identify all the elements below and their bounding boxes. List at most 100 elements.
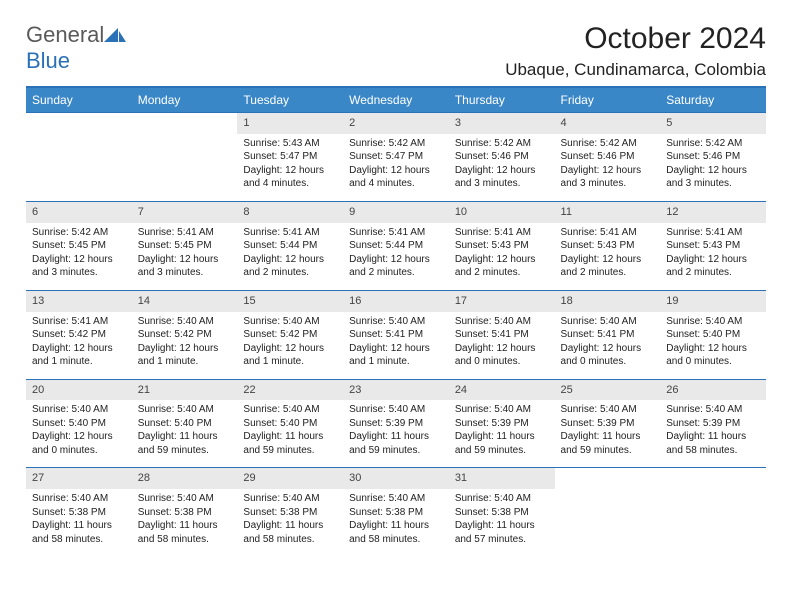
day-detail-line: Daylight: 12 hours and 3 minutes. xyxy=(138,253,232,280)
day-detail-line: Sunrise: 5:41 AM xyxy=(32,315,126,329)
logo-text: General Blue xyxy=(26,22,126,74)
day-number: 6 xyxy=(26,202,132,223)
day-detail-line: Sunrise: 5:40 AM xyxy=(349,492,443,506)
day-detail-line: Daylight: 12 hours and 4 minutes. xyxy=(243,164,337,191)
day-detail-line: Daylight: 11 hours and 59 minutes. xyxy=(138,430,232,457)
week-content-row: Sunrise: 5:40 AMSunset: 5:40 PMDaylight:… xyxy=(26,400,766,468)
day-details: Sunrise: 5:40 AMSunset: 5:40 PMDaylight:… xyxy=(237,400,343,467)
day-number: 15 xyxy=(237,291,343,312)
day-number: 17 xyxy=(449,291,555,312)
day-detail-line: Sunset: 5:46 PM xyxy=(561,150,655,164)
day-details: Sunrise: 5:40 AMSunset: 5:39 PMDaylight:… xyxy=(343,400,449,467)
day-details: Sunrise: 5:40 AMSunset: 5:38 PMDaylight:… xyxy=(237,489,343,556)
day-details: Sunrise: 5:42 AMSunset: 5:46 PMDaylight:… xyxy=(449,134,555,201)
day-detail-line: Sunset: 5:42 PM xyxy=(243,328,337,342)
day-cell-body: Sunrise: 5:40 AMSunset: 5:38 PMDaylight:… xyxy=(449,489,555,556)
day-cell-header: 7 xyxy=(132,201,238,222)
day-details: Sunrise: 5:40 AMSunset: 5:38 PMDaylight:… xyxy=(343,489,449,556)
day-cell-header: 5 xyxy=(660,113,766,134)
day-cell-body: Sunrise: 5:40 AMSunset: 5:39 PMDaylight:… xyxy=(449,400,555,468)
day-details: Sunrise: 5:40 AMSunset: 5:41 PMDaylight:… xyxy=(555,312,661,379)
day-detail-line: Daylight: 12 hours and 0 minutes. xyxy=(666,342,760,369)
day-detail-line: Sunset: 5:43 PM xyxy=(455,239,549,253)
day-cell-body: Sunrise: 5:41 AMSunset: 5:45 PMDaylight:… xyxy=(132,223,238,291)
day-detail-line: Sunrise: 5:40 AM xyxy=(349,315,443,329)
day-cell-body: Sunrise: 5:40 AMSunset: 5:41 PMDaylight:… xyxy=(555,312,661,380)
day-detail-line: Daylight: 12 hours and 2 minutes. xyxy=(561,253,655,280)
day-cell-body: Sunrise: 5:40 AMSunset: 5:41 PMDaylight:… xyxy=(449,312,555,380)
day-detail-line: Sunrise: 5:40 AM xyxy=(138,492,232,506)
day-number: 9 xyxy=(343,202,449,223)
day-detail-line: Sunrise: 5:42 AM xyxy=(32,226,126,240)
day-detail-line: Daylight: 12 hours and 2 minutes. xyxy=(455,253,549,280)
day-detail-line: Sunset: 5:40 PM xyxy=(32,417,126,431)
day-details: Sunrise: 5:41 AMSunset: 5:42 PMDaylight:… xyxy=(26,312,132,379)
calendar-table: Sunday Monday Tuesday Wednesday Thursday… xyxy=(26,88,766,556)
day-detail-line: Daylight: 11 hours and 58 minutes. xyxy=(666,430,760,457)
day-cell-body xyxy=(660,489,766,556)
day-detail-line: Sunset: 5:46 PM xyxy=(455,150,549,164)
weekday-header: Thursday xyxy=(449,88,555,113)
day-detail-line: Sunset: 5:38 PM xyxy=(32,506,126,520)
day-detail-line: Sunset: 5:38 PM xyxy=(455,506,549,520)
day-cell-header: 3 xyxy=(449,113,555,134)
day-details: Sunrise: 5:40 AMSunset: 5:40 PMDaylight:… xyxy=(26,400,132,467)
day-details: Sunrise: 5:40 AMSunset: 5:39 PMDaylight:… xyxy=(660,400,766,467)
day-detail-line: Daylight: 12 hours and 0 minutes. xyxy=(561,342,655,369)
day-cell-body: Sunrise: 5:42 AMSunset: 5:46 PMDaylight:… xyxy=(660,134,766,202)
page-title: October 2024 xyxy=(505,22,766,56)
day-details: Sunrise: 5:42 AMSunset: 5:46 PMDaylight:… xyxy=(555,134,661,201)
day-detail-line: Sunset: 5:41 PM xyxy=(561,328,655,342)
day-cell-header xyxy=(660,468,766,489)
weekday-header: Saturday xyxy=(660,88,766,113)
day-cell-body: Sunrise: 5:42 AMSunset: 5:45 PMDaylight:… xyxy=(26,223,132,291)
day-detail-line: Sunrise: 5:41 AM xyxy=(666,226,760,240)
day-details: Sunrise: 5:41 AMSunset: 5:44 PMDaylight:… xyxy=(343,223,449,290)
day-number: 16 xyxy=(343,291,449,312)
day-details: Sunrise: 5:41 AMSunset: 5:43 PMDaylight:… xyxy=(555,223,661,290)
day-detail-line: Sunrise: 5:41 AM xyxy=(455,226,549,240)
day-detail-line: Sunrise: 5:40 AM xyxy=(243,492,337,506)
day-detail-line: Sunset: 5:39 PM xyxy=(561,417,655,431)
day-cell-header: 22 xyxy=(237,379,343,400)
day-details xyxy=(555,489,661,547)
day-details: Sunrise: 5:41 AMSunset: 5:43 PMDaylight:… xyxy=(660,223,766,290)
day-cell-header xyxy=(26,113,132,134)
day-number: 8 xyxy=(237,202,343,223)
day-cell-header: 14 xyxy=(132,290,238,311)
weekday-header: Monday xyxy=(132,88,238,113)
day-cell-header: 27 xyxy=(26,468,132,489)
day-cell-header: 28 xyxy=(132,468,238,489)
day-number: 7 xyxy=(132,202,238,223)
day-detail-line: Sunset: 5:39 PM xyxy=(455,417,549,431)
day-number: 31 xyxy=(449,468,555,489)
day-number: 22 xyxy=(237,380,343,401)
day-cell-header: 25 xyxy=(555,379,661,400)
day-details: Sunrise: 5:40 AMSunset: 5:38 PMDaylight:… xyxy=(132,489,238,556)
day-cell-body: Sunrise: 5:41 AMSunset: 5:44 PMDaylight:… xyxy=(237,223,343,291)
day-details: Sunrise: 5:40 AMSunset: 5:39 PMDaylight:… xyxy=(555,400,661,467)
day-cell-body: Sunrise: 5:40 AMSunset: 5:40 PMDaylight:… xyxy=(237,400,343,468)
week-content-row: Sunrise: 5:42 AMSunset: 5:45 PMDaylight:… xyxy=(26,223,766,291)
day-detail-line: Sunset: 5:47 PM xyxy=(349,150,443,164)
day-cell-body: Sunrise: 5:43 AMSunset: 5:47 PMDaylight:… xyxy=(237,134,343,202)
day-details: Sunrise: 5:40 AMSunset: 5:38 PMDaylight:… xyxy=(449,489,555,556)
day-cell-body xyxy=(555,489,661,556)
day-cell-body xyxy=(26,134,132,202)
day-details: Sunrise: 5:40 AMSunset: 5:40 PMDaylight:… xyxy=(132,400,238,467)
day-detail-line: Daylight: 12 hours and 1 minute. xyxy=(32,342,126,369)
day-cell-header: 4 xyxy=(555,113,661,134)
day-number: 19 xyxy=(660,291,766,312)
day-detail-line: Daylight: 11 hours and 58 minutes. xyxy=(243,519,337,546)
day-detail-line: Daylight: 11 hours and 59 minutes. xyxy=(455,430,549,457)
day-cell-header: 12 xyxy=(660,201,766,222)
day-number: 14 xyxy=(132,291,238,312)
day-detail-line: Sunset: 5:44 PM xyxy=(349,239,443,253)
day-detail-line: Daylight: 11 hours and 59 minutes. xyxy=(561,430,655,457)
week-number-row: 12345 xyxy=(26,113,766,134)
day-detail-line: Sunset: 5:42 PM xyxy=(32,328,126,342)
title-block: October 2024 Ubaque, Cundinamarca, Colom… xyxy=(505,22,766,80)
day-number: 28 xyxy=(132,468,238,489)
day-details xyxy=(660,489,766,547)
day-cell-header: 21 xyxy=(132,379,238,400)
